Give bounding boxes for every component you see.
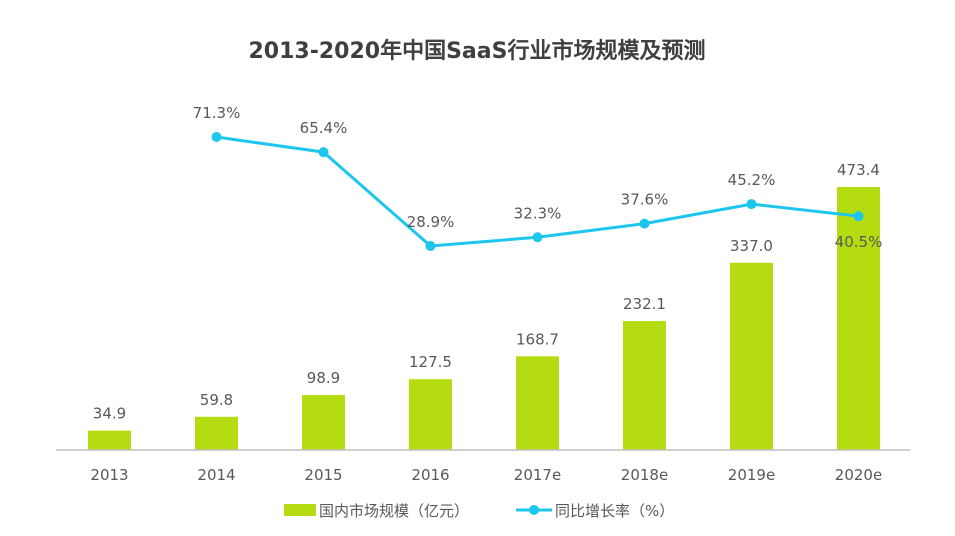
chart-title: 2013-2020年中国SaaS行业市场规模及预测 <box>249 38 706 64</box>
line-value-label: 40.5% <box>835 233 883 251</box>
legend-bar-label: 国内市场规模（亿元） <box>319 502 469 520</box>
bar <box>516 356 559 450</box>
x-axis-ticks: 2013 2014 2015 2016 2017e 2018e 2019e 2020e <box>90 466 882 484</box>
line-value-label: 37.6% <box>621 191 669 209</box>
x-tick-label: 2013 <box>90 466 128 484</box>
bar <box>837 187 880 450</box>
bar-value-label: 473.4 <box>837 161 880 179</box>
bar <box>623 321 666 450</box>
x-tick-label: 2019e <box>728 466 775 484</box>
line-point <box>318 147 329 158</box>
line-point <box>211 132 222 142</box>
growth-line <box>216 135 859 248</box>
x-tick-label: 2015 <box>304 466 342 484</box>
line-point <box>425 241 436 251</box>
x-tick-label: 2018e <box>621 466 668 484</box>
line-point <box>746 199 757 210</box>
line-value-label: 28.9% <box>407 213 455 231</box>
bar-value-label: 168.7 <box>516 330 559 348</box>
bar <box>195 416 238 450</box>
bar-series: 34.9 59.8 98.9 127.5 168.7 232.1 337.0 473.4 <box>88 161 880 450</box>
line-value-label: 65.4% <box>300 119 348 137</box>
legend-bar-swatch <box>284 504 316 516</box>
bar <box>730 262 773 450</box>
bar-value-label: 59.8 <box>200 391 233 409</box>
line-value-label: 71.3% <box>193 104 241 122</box>
bar-value-label: 232.1 <box>623 295 666 313</box>
bar-value-label: 98.9 <box>307 369 340 387</box>
bar <box>409 379 452 450</box>
x-tick-label: 2016 <box>411 466 449 484</box>
bar-value-label: 127.5 <box>409 353 452 371</box>
legend-line-marker <box>529 505 539 515</box>
legend-line-label: 同比增长率（%） <box>555 502 674 520</box>
line-point <box>532 232 543 243</box>
line-value-label: 32.3% <box>514 204 562 222</box>
line-series: 71.3% 65.4% 28.9% 32.3% 37.6% 45.2% 40.5% <box>193 104 883 251</box>
x-tick-label: 2017e <box>514 466 561 484</box>
legend: 国内市场规模（亿元） 同比增长率（%） <box>284 502 674 520</box>
bar-value-label: 34.9 <box>93 405 126 423</box>
bar <box>302 395 345 450</box>
line-point <box>639 218 650 229</box>
bar-value-label: 337.0 <box>730 237 773 255</box>
x-tick-label: 2020e <box>835 466 882 484</box>
line-value-label: 45.2% <box>728 171 776 189</box>
line-point <box>853 211 864 222</box>
x-tick-label: 2014 <box>197 466 235 484</box>
bar <box>88 430 131 450</box>
